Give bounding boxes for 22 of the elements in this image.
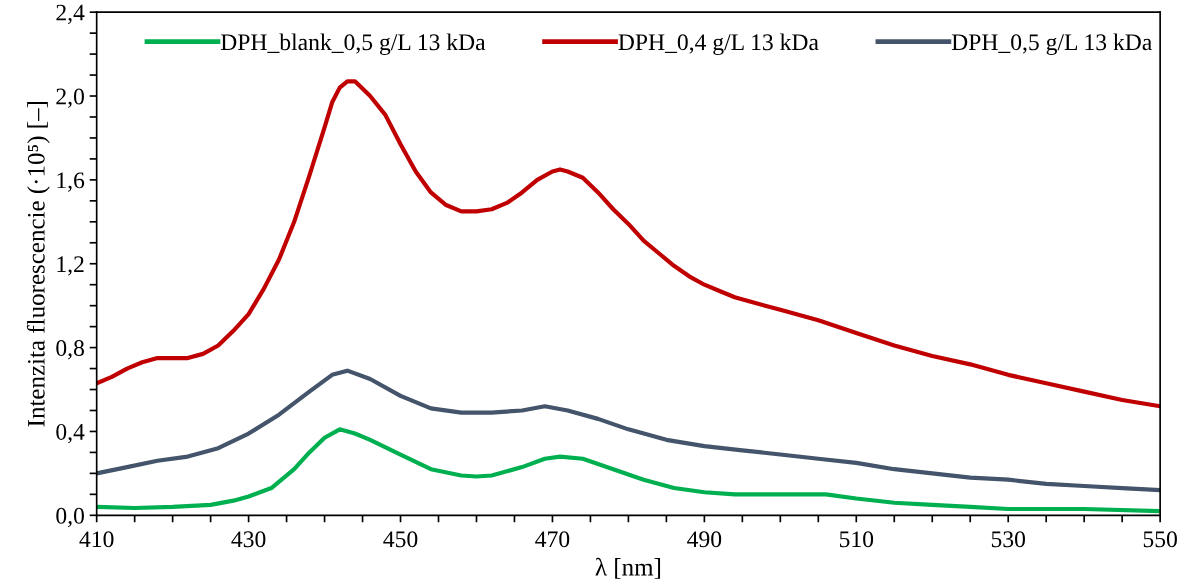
legend-label: DPH_0,4 g/L 13 kDa bbox=[618, 33, 819, 56]
y-tick-label: 1,2 bbox=[57, 256, 84, 276]
x-tick-label: 490 bbox=[687, 531, 722, 548]
x-tick-label: 550 bbox=[1143, 531, 1177, 548]
x-tick-label: 530 bbox=[991, 531, 1026, 548]
y-tick-label: 2,0 bbox=[56, 88, 84, 108]
x-tick-label: 470 bbox=[535, 531, 570, 548]
line-series bbox=[96, 79, 1161, 409]
y-tick-label: 2,4 bbox=[56, 4, 85, 24]
y-tick-label: 0,8 bbox=[56, 340, 84, 360]
legend-label: DPH_blank_0,5 g/L 13 kDa bbox=[220, 33, 486, 56]
line-series bbox=[96, 368, 1161, 493]
legend-label: DPH_0,5 g/L 13 kDa bbox=[951, 33, 1152, 56]
y-tick-label: 0,4 bbox=[56, 423, 85, 444]
x-tick-label: 510 bbox=[839, 531, 874, 548]
x-tick-label: 450 bbox=[383, 531, 418, 548]
x-axis-title: λ [nm] bbox=[595, 557, 661, 579]
x-tick-label: 410 bbox=[79, 531, 114, 548]
y-tick-label: 0,0 bbox=[56, 507, 84, 528]
y-tick-label: 1,6 bbox=[57, 172, 85, 192]
y-axis-title: Intenzita fluorescencie (·10⁵) [–] bbox=[26, 101, 50, 427]
x-tick-label: 430 bbox=[231, 531, 266, 548]
